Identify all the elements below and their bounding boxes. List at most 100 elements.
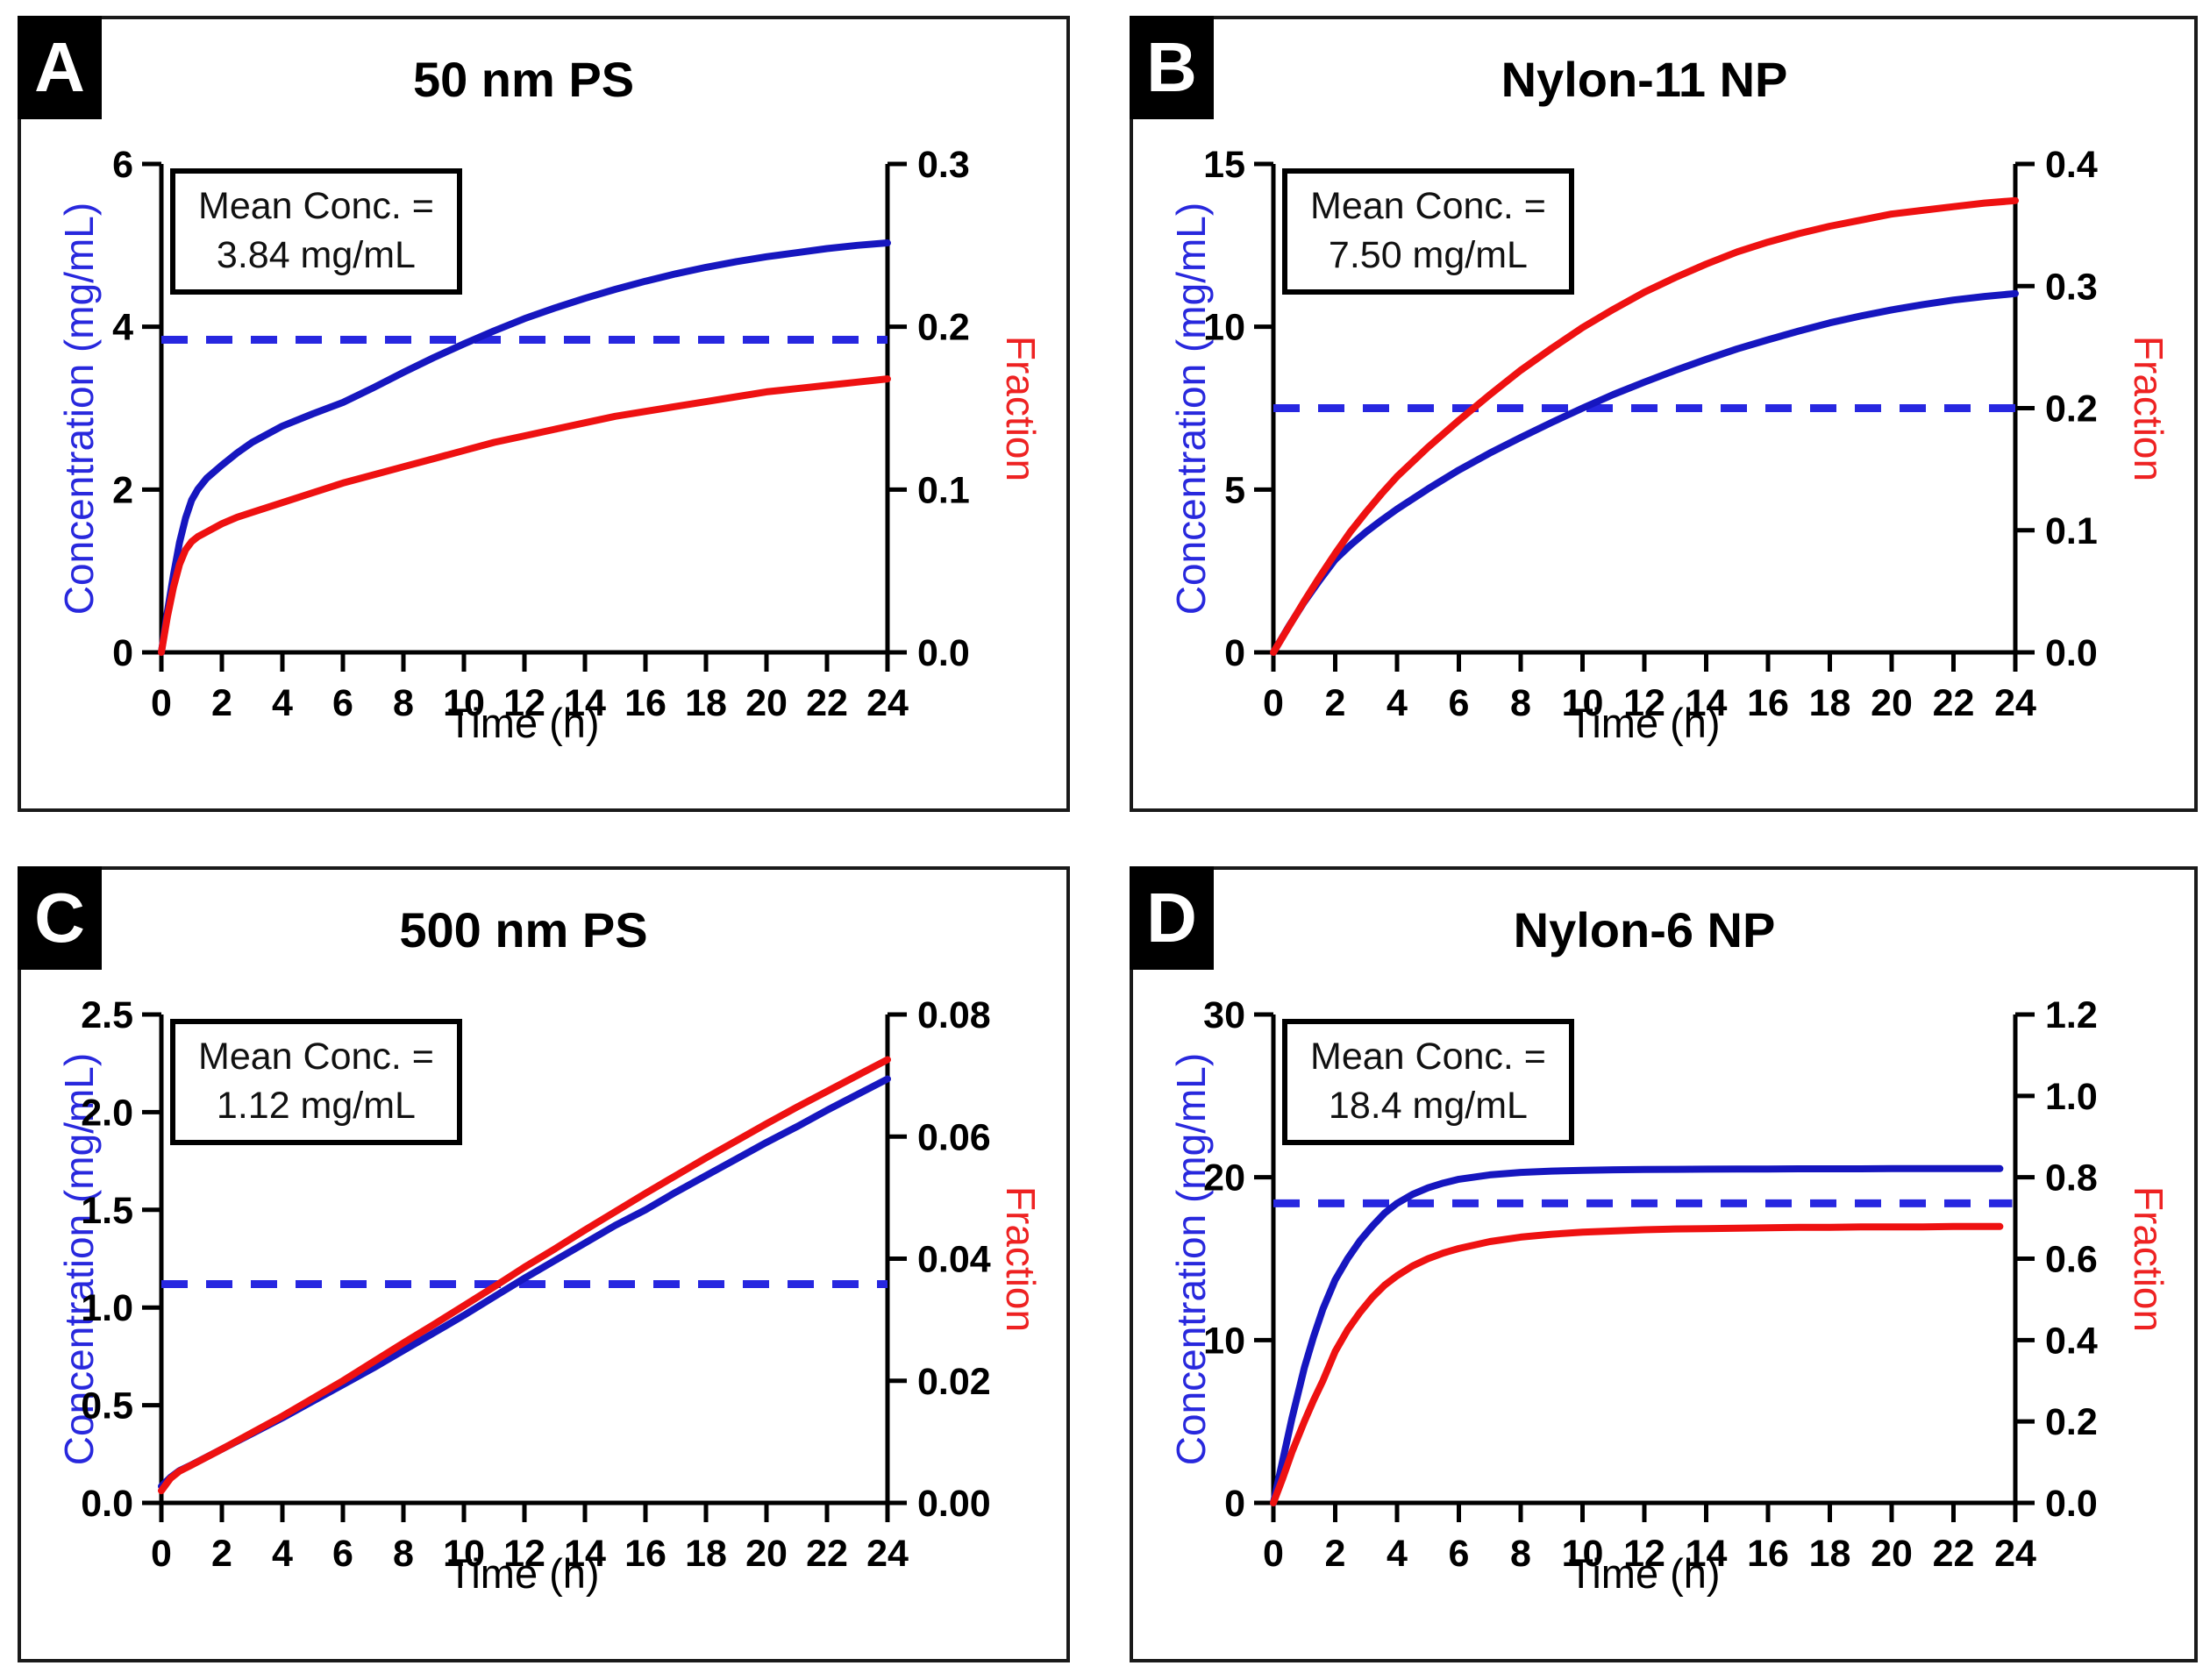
left-axis-tick-label: 2.0 xyxy=(81,1092,133,1134)
left-axis-tick-label: 10 xyxy=(1203,307,1245,349)
right-axis-tick-label: 0.08 xyxy=(917,994,991,1036)
panel-label: A xyxy=(34,28,85,106)
x-axis-tick-label: 12 xyxy=(1623,1533,1665,1575)
left-axis-tick-label: 0.0 xyxy=(81,1483,133,1525)
right-axis-tick-label: 0.0 xyxy=(917,632,970,674)
x-axis-tick-label: 2 xyxy=(211,1533,232,1575)
x-axis-tick-label: 4 xyxy=(1387,682,1408,724)
x-axis-tick-label: 8 xyxy=(1510,682,1531,724)
left-axis-tick-label: 1.5 xyxy=(81,1190,133,1232)
right-axis-tick-label: 0.1 xyxy=(2045,510,2098,552)
x-axis-tick-label: 6 xyxy=(332,682,353,724)
right-axis-tick-label: 0.8 xyxy=(2045,1157,2098,1199)
left-axis-tick-label: 15 xyxy=(1203,144,1245,186)
panel-title: Nylon-6 NP xyxy=(1513,902,1776,957)
x-axis-tick-label: 12 xyxy=(503,1533,545,1575)
panel-title: 500 nm PS xyxy=(399,902,648,957)
x-axis-tick-label: 12 xyxy=(1623,682,1665,724)
mean-conc-value: 3.84 mg/mL xyxy=(216,233,416,276)
x-axis-tick-label: 20 xyxy=(1871,682,1913,724)
x-axis-tick-label: 2 xyxy=(211,682,232,724)
left-axis-tick-label: 30 xyxy=(1203,994,1245,1036)
x-axis-tick-label: 16 xyxy=(1747,1533,1789,1575)
x-axis-tick-label: 4 xyxy=(272,682,293,724)
x-axis-tick-label: 22 xyxy=(1933,682,1975,724)
mean-conc-box: Mean Conc. = 1.12 mg/mL xyxy=(170,1019,462,1145)
x-axis-tick-label: 14 xyxy=(1686,682,1728,724)
mean-conc-value: 7.50 mg/mL xyxy=(1328,233,1528,276)
right-axis-tick-label: 0.3 xyxy=(917,144,970,186)
chart-plot: 0.00.51.01.52.02.50.000.020.040.060.080 2… xyxy=(81,994,991,1575)
x-axis-title: Time (h) xyxy=(447,1550,600,1597)
x-axis-tick-label: 22 xyxy=(806,682,848,724)
mean-conc-label: Mean Conc. = xyxy=(1310,1036,1546,1078)
x-axis-tick-label: 0 xyxy=(151,1533,172,1575)
panel-label: C xyxy=(34,879,85,957)
x-axis-tick-label: 14 xyxy=(1686,1533,1728,1575)
right-axis-tick-label: 0.0 xyxy=(2045,632,2098,674)
x-axis-tick-label: 24 xyxy=(866,682,909,724)
panel-title: Nylon-11 NP xyxy=(1501,52,1788,107)
x-axis-tick-label: 24 xyxy=(1994,1533,2036,1575)
x-axis-tick-label: 0 xyxy=(1263,1533,1284,1575)
x-axis-tick-label: 16 xyxy=(624,682,667,724)
right-axis-tick-label: 0.6 xyxy=(2045,1239,2098,1281)
concentration-curve xyxy=(158,239,891,656)
x-axis-tick-label: 10 xyxy=(1562,1533,1604,1575)
left-axis-tick-label: 2.5 xyxy=(81,994,133,1036)
x-axis-tick-label: 6 xyxy=(1449,682,1470,724)
x-axis-tick-label: 2 xyxy=(1325,682,1346,724)
mean-conc-box: Mean Conc. = 18.4 mg/mL xyxy=(1282,1019,1574,1145)
x-axis-tick-label: 8 xyxy=(393,1533,414,1575)
left-axis-tick-label: 10 xyxy=(1203,1320,1245,1362)
right-axis-tick-label: 0.2 xyxy=(2045,388,2098,431)
fraction-curve xyxy=(1270,1222,2004,1506)
mean-conc-value: 18.4 mg/mL xyxy=(1328,1084,1528,1127)
x-axis-tick-label: 22 xyxy=(806,1533,848,1575)
x-axis-tick-label: 2 xyxy=(1325,1533,1346,1575)
mean-conc-value: 1.12 mg/mL xyxy=(216,1084,416,1127)
x-axis-tick-label: 8 xyxy=(393,682,414,724)
x-axis-tick-label: 16 xyxy=(1747,682,1789,724)
left-axis-tick-label: 0 xyxy=(1224,632,1245,674)
concentration-curve xyxy=(1270,289,2019,656)
x-axis-tick-label: 20 xyxy=(745,682,788,724)
x-axis-tick-label: 6 xyxy=(332,1533,353,1575)
left-axis-tick-label: 0 xyxy=(1224,1483,1245,1525)
x-axis-tick-label: 14 xyxy=(564,1533,606,1575)
mean-conc-box: Mean Conc. = 3.84 mg/mL xyxy=(170,168,462,295)
mean-conc-label: Mean Conc. = xyxy=(198,1036,434,1078)
x-axis-tick-label: 10 xyxy=(1562,682,1604,724)
x-axis-tick-label: 12 xyxy=(503,682,545,724)
mean-conc-label: Mean Conc. = xyxy=(1310,185,1546,227)
right-axis-tick-label: 0.2 xyxy=(917,307,970,349)
mean-conc-label: Mean Conc. = xyxy=(198,185,434,227)
x-axis-tick-label: 4 xyxy=(1387,1533,1408,1575)
x-axis-tick-label: 22 xyxy=(1933,1533,1975,1575)
x-axis-tick-label: 20 xyxy=(745,1533,788,1575)
x-axis-tick-label: 6 xyxy=(1449,1533,1470,1575)
left-axis-tick-label: 0.5 xyxy=(81,1385,133,1427)
x-axis-title: Time (h) xyxy=(447,700,600,746)
right-axis-tick-label: 0.02 xyxy=(917,1361,991,1403)
x-axis-tick-label: 24 xyxy=(866,1533,909,1575)
x-axis-tick-label: 8 xyxy=(1510,1533,1531,1575)
panel-d: D Nylon-6 NP Mean Conc. = 18.4 mg/mL Con… xyxy=(1130,866,2198,1662)
left-axis-tick-label: 0 xyxy=(112,632,133,674)
x-axis-tick-label: 16 xyxy=(624,1533,667,1575)
x-axis-tick-label: 18 xyxy=(685,1533,727,1575)
mean-conc-box: Mean Conc. = 7.50 mg/mL xyxy=(1282,168,1574,295)
right-axis-tick-label: 0.3 xyxy=(2045,266,2098,308)
x-axis-tick-label: 14 xyxy=(564,682,606,724)
left-axis-tick-label: 6 xyxy=(112,144,133,186)
right-axis-tick-label: 0.04 xyxy=(917,1239,991,1281)
right-axis-tick-label: 0.00 xyxy=(917,1483,991,1525)
panel-label: D xyxy=(1146,879,1197,957)
right-axis-tick-label: 1.0 xyxy=(2045,1076,2098,1118)
left-axis-tick-label: 1.0 xyxy=(81,1287,133,1329)
right-axis-tick-label: 0.0 xyxy=(2045,1483,2098,1525)
panel-b: B Nylon-11 NP Mean Conc. = 7.50 mg/mL Co… xyxy=(1130,16,2198,812)
